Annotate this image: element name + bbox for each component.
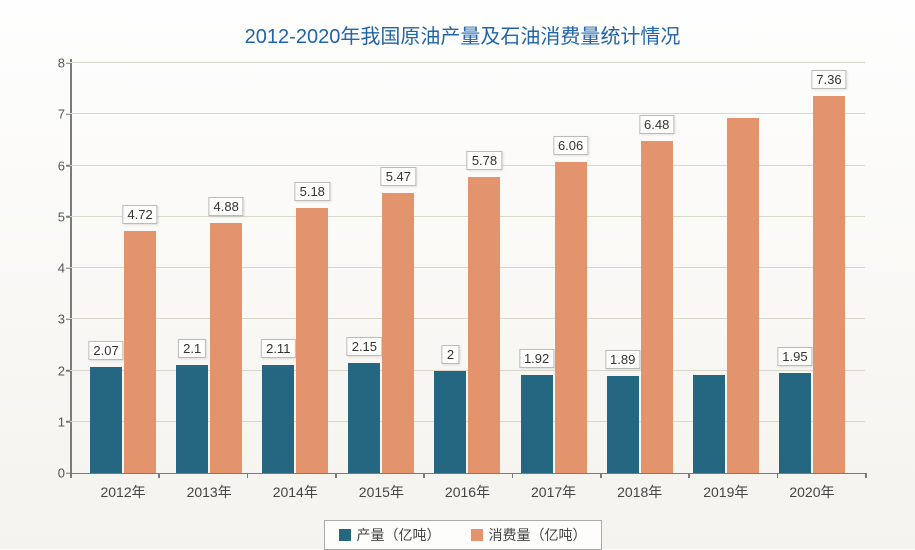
bar-data-label: 6.48 bbox=[639, 115, 674, 134]
legend-swatch-production bbox=[339, 529, 351, 541]
legend: 产量（亿吨） 消费量（亿吨） bbox=[324, 520, 602, 550]
bar-data-label: 2 bbox=[442, 345, 459, 364]
y-tick-label: 4 bbox=[45, 261, 65, 276]
bar-production: 1.92 bbox=[521, 375, 553, 473]
bar-data-label: 5.18 bbox=[295, 182, 330, 201]
bar-consumption: 5.18 bbox=[296, 208, 328, 473]
bar-production bbox=[693, 375, 725, 473]
bar-data-label: 1.95 bbox=[777, 347, 812, 366]
y-tick-label: 3 bbox=[45, 312, 65, 327]
bar-data-label: 2.15 bbox=[347, 337, 382, 356]
bar-production: 2 bbox=[434, 371, 466, 474]
bar-production: 2.1 bbox=[176, 365, 208, 473]
x-tick-mark bbox=[600, 473, 602, 478]
bar-consumption: 4.72 bbox=[124, 231, 156, 473]
bar-group: 2.074.72 bbox=[80, 231, 166, 473]
y-tick-label: 1 bbox=[45, 414, 65, 429]
x-tick-label: 2016年 bbox=[424, 482, 510, 502]
bar-consumption: 7.36 bbox=[813, 96, 845, 473]
plot-area: 012345678 2.074.722.14.882.115.182.155.4… bbox=[70, 64, 865, 474]
x-tick-mark bbox=[865, 473, 867, 478]
x-tick-label: 2015年 bbox=[338, 482, 424, 502]
bar-production: 2.07 bbox=[90, 367, 122, 473]
y-tick-label: 8 bbox=[45, 56, 65, 71]
y-tick-label: 5 bbox=[45, 209, 65, 224]
y-tick-label: 6 bbox=[45, 158, 65, 173]
x-tick-label: 2017年 bbox=[511, 482, 597, 502]
bar-data-label: 2.1 bbox=[178, 339, 206, 358]
x-tick-mark bbox=[423, 473, 425, 478]
bar-group: 2.155.47 bbox=[338, 193, 424, 473]
legend-label-production: 产量（亿吨） bbox=[357, 525, 441, 545]
bar-data-label: 4.88 bbox=[209, 197, 244, 216]
bar-data-label: 7.36 bbox=[811, 70, 846, 89]
bar-consumption: 4.88 bbox=[210, 223, 242, 473]
bar-group: 1.896.48 bbox=[597, 141, 683, 473]
bar-data-label: 4.72 bbox=[122, 205, 157, 224]
y-axis: 012345678 bbox=[45, 64, 70, 473]
x-tick-mark bbox=[158, 473, 160, 478]
y-tick-label: 0 bbox=[45, 466, 65, 481]
bar-data-label: 5.78 bbox=[467, 151, 502, 170]
bar-consumption: 6.06 bbox=[555, 162, 587, 473]
y-tick-label: 7 bbox=[45, 107, 65, 122]
legend-item-consumption: 消费量（亿吨） bbox=[471, 525, 587, 545]
x-tick-mark bbox=[70, 473, 72, 478]
bar-group: 1.926.06 bbox=[511, 162, 597, 473]
x-tick-label: 2020年 bbox=[769, 482, 855, 502]
x-axis-labels: 2012年2013年2014年2015年2016年2017年2018年2019年… bbox=[70, 474, 865, 502]
bar-production: 1.89 bbox=[607, 376, 639, 473]
bar-data-label: 2.07 bbox=[88, 341, 123, 360]
x-tick-mark bbox=[688, 473, 690, 478]
bar-production: 1.95 bbox=[779, 373, 811, 473]
bar-production: 2.15 bbox=[348, 363, 380, 473]
x-tick-mark bbox=[777, 473, 779, 478]
gridline bbox=[70, 62, 865, 63]
legend-swatch-consumption bbox=[471, 529, 483, 541]
bar-consumption: 5.78 bbox=[468, 177, 500, 473]
bars-area: 2.074.722.14.882.115.182.155.4725.781.92… bbox=[70, 64, 865, 473]
bar-group: 2.115.18 bbox=[252, 208, 338, 473]
chart-container: 2012-2020年我国原油产量及石油消费量统计情况 0 1 2 3 4 5 6 7 8 2.0… bbox=[0, 0, 915, 549]
bar-consumption bbox=[727, 118, 759, 473]
x-tick-mark bbox=[247, 473, 249, 478]
bar-group: 25.78 bbox=[424, 177, 510, 473]
bar-production: 2.11 bbox=[262, 365, 294, 473]
bar-consumption: 6.48 bbox=[641, 141, 673, 473]
y-tick-label: 2 bbox=[45, 363, 65, 378]
x-tick-label: 2018年 bbox=[597, 482, 683, 502]
bar-group: 1.957.36 bbox=[769, 96, 855, 473]
bar-data-label: 5.47 bbox=[381, 167, 416, 186]
legend-label-consumption: 消费量（亿吨） bbox=[489, 525, 587, 545]
bar-data-label: 6.06 bbox=[553, 136, 588, 155]
x-tick-label: 2012年 bbox=[80, 482, 166, 502]
x-tick-label: 2013年 bbox=[166, 482, 252, 502]
x-tick-mark bbox=[512, 473, 514, 478]
legend-item-production: 产量（亿吨） bbox=[339, 525, 441, 545]
x-tick-mark bbox=[335, 473, 337, 478]
bar-data-label: 1.92 bbox=[519, 349, 554, 368]
x-tick-label: 2014年 bbox=[252, 482, 338, 502]
bar-data-label: 1.89 bbox=[605, 350, 640, 369]
x-tick-label: 2019年 bbox=[683, 482, 769, 502]
bar-data-label: 2.11 bbox=[261, 339, 295, 358]
bar-group: 2.14.88 bbox=[166, 223, 252, 473]
chart-title: 2012-2020年我国原油产量及石油消费量统计情况 bbox=[50, 20, 875, 49]
bar-consumption: 5.47 bbox=[382, 193, 414, 473]
bar-group bbox=[683, 118, 769, 473]
